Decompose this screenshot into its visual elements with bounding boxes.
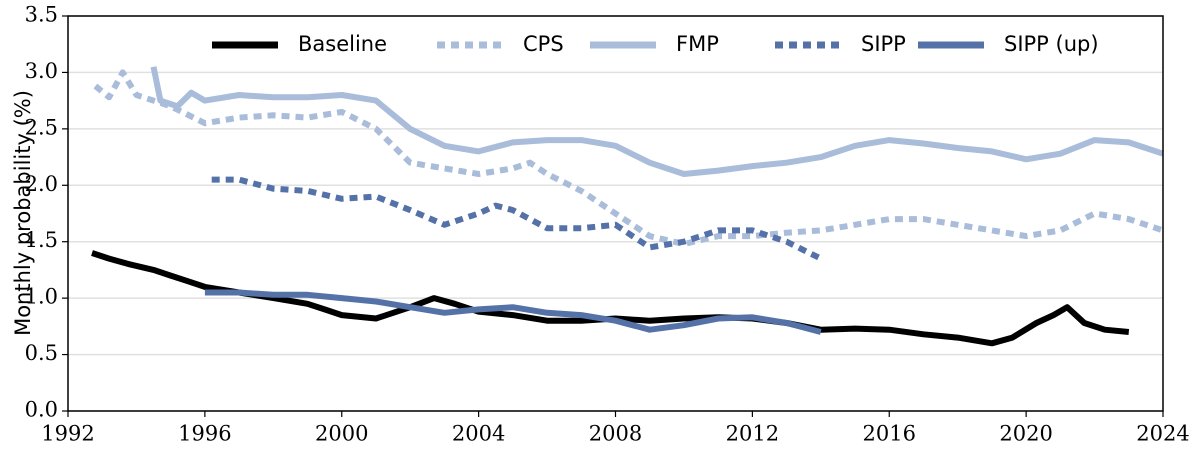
y-tick-label: 2.5 — [25, 115, 58, 139]
y-tick-label: 0.0 — [25, 398, 58, 422]
legend-label: Baseline — [298, 32, 387, 56]
x-tick-label: 2020 — [999, 422, 1052, 446]
x-tick-label: 2024 — [1136, 422, 1189, 446]
series-line — [204, 289, 822, 335]
series-line — [93, 69, 1164, 247]
x-tick-label: 2016 — [863, 422, 916, 446]
y-tick-label: 1.0 — [25, 285, 58, 309]
x-tick-label: 2008 — [589, 422, 642, 446]
x-tick-label: 2000 — [315, 422, 368, 446]
x-tick-label: 2012 — [726, 422, 779, 446]
series-line — [211, 176, 823, 262]
series-line — [91, 250, 1130, 347]
legend-label: CPS — [523, 32, 564, 56]
y-tick-label: 1.5 — [25, 228, 58, 252]
y-tick-label: 2.0 — [25, 172, 58, 196]
y-axis-label: Monthly probability (%) — [11, 90, 35, 336]
legend-label: FMP — [676, 32, 719, 56]
legend-label: SIPP — [861, 32, 906, 56]
y-tick-label: 3.0 — [25, 59, 58, 83]
x-tick-label: 2004 — [452, 422, 505, 446]
legend-label: SIPP (up) — [1004, 32, 1099, 56]
x-tick-label: 1996 — [178, 422, 231, 446]
y-tick-label: 0.5 — [25, 341, 58, 365]
y-tick-label: 3.5 — [25, 3, 58, 27]
plot-frame — [67, 15, 1164, 412]
x-tick-label: 1992 — [41, 422, 94, 446]
series-line — [150, 66, 1164, 177]
